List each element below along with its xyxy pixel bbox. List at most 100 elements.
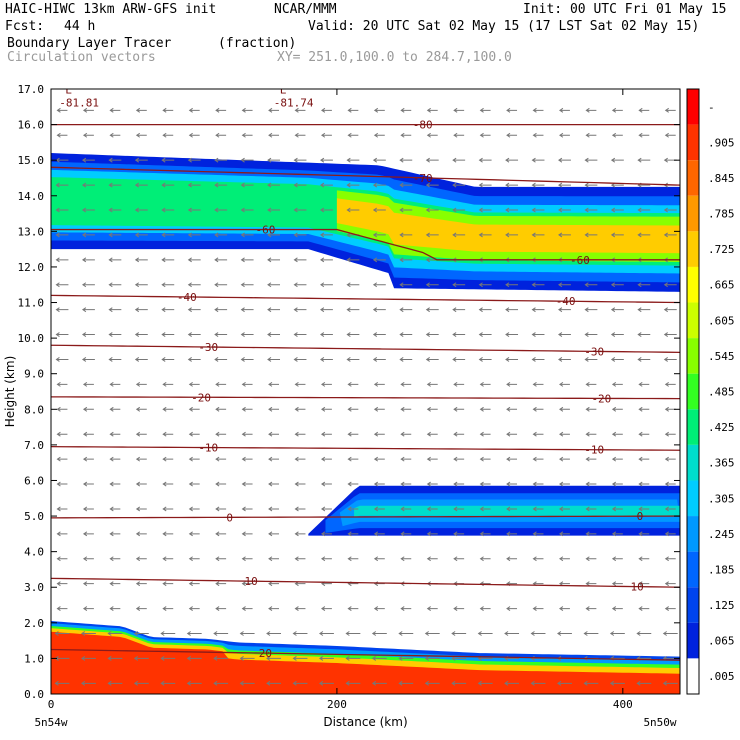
isotherm-line	[51, 294, 680, 304]
circulation-vector	[425, 207, 439, 213]
circulation-vector	[135, 581, 147, 587]
circulation-vector	[532, 606, 544, 612]
circulation-vector	[268, 107, 280, 113]
circulation-vector	[135, 381, 147, 387]
circulation-vector	[451, 680, 467, 686]
circulation-vector	[267, 232, 281, 238]
circulation-vector	[372, 307, 386, 313]
circulation-vector	[610, 282, 624, 288]
circulation-vector	[267, 157, 281, 163]
circulation-vector	[531, 282, 545, 288]
circulation-vector	[56, 132, 68, 138]
circulation-vector	[239, 655, 255, 661]
circulation-vector	[531, 157, 545, 163]
circulation-vector	[373, 456, 385, 462]
circulation-vector	[55, 332, 69, 337]
circulation-vector	[213, 680, 229, 686]
circulation-vector	[347, 481, 359, 487]
isotherm-label: -20	[591, 392, 611, 405]
circulation-vector	[506, 456, 518, 462]
init-time: Init: 00 UTC Fri 01 May 15	[523, 2, 727, 17]
circulation-vector	[214, 182, 228, 188]
circulation-vector	[611, 531, 623, 537]
x-tick-label: 200	[327, 698, 347, 711]
circulation-vector	[479, 107, 491, 113]
circulation-vector	[108, 282, 122, 288]
isotherm-label: 10	[245, 575, 258, 588]
circulation-vector	[162, 381, 174, 387]
circulation-vector	[134, 257, 148, 263]
colorbar-label: .725	[708, 243, 735, 256]
circulation-vector	[506, 606, 518, 612]
circulation-vector	[610, 157, 624, 163]
circulation-vector	[80, 631, 96, 636]
circulation-vector	[453, 506, 465, 512]
circulation-vector	[372, 182, 386, 188]
isotherm-label: -40	[177, 291, 197, 304]
circulation-vector	[82, 531, 94, 537]
y-tick-label: 15.0	[18, 154, 45, 167]
circulation-vector	[663, 307, 677, 313]
circulation-vector	[637, 157, 651, 163]
circulation-vector	[505, 157, 519, 163]
circulation-vector	[320, 182, 333, 188]
circulation-vector	[506, 481, 518, 487]
circulation-vector	[611, 406, 623, 412]
circulation-vector	[425, 232, 439, 238]
circulation-vectors	[54, 107, 678, 686]
circulation-vector	[109, 107, 121, 113]
circulation-vector	[478, 332, 492, 337]
circulation-vector	[532, 506, 544, 512]
circulation-vector	[637, 357, 651, 362]
circulation-vector	[532, 556, 544, 562]
valid-time: Valid: 20 UTC Sat 02 May 15 (17 LST Sat …	[308, 19, 700, 34]
circulation-vector	[559, 506, 570, 512]
circulation-vector	[505, 232, 519, 238]
circulation-vector	[56, 381, 68, 387]
circulation-vector	[505, 332, 519, 337]
colorbar-swatch	[687, 231, 699, 267]
circulation-vector	[453, 431, 465, 437]
circulation-vector	[321, 381, 332, 387]
circulation-vector	[506, 132, 518, 138]
circulation-vector	[161, 282, 175, 288]
circulation-vector	[240, 257, 254, 263]
circulation-vector	[452, 157, 466, 163]
circulation-vector	[213, 655, 229, 661]
circulation-vector	[293, 182, 307, 188]
circulation-vector	[663, 207, 677, 213]
circulation-vector	[240, 357, 254, 362]
circulation-vector	[611, 481, 623, 487]
circulation-vector	[452, 207, 466, 213]
circulation-vector	[162, 107, 174, 113]
circulation-vector	[506, 381, 518, 387]
circulation-vector	[451, 655, 467, 661]
low-value: -81.74	[274, 97, 314, 110]
circulation-vector	[321, 531, 332, 537]
circulation-vector	[108, 232, 122, 238]
circulation-vector	[399, 257, 413, 263]
circulation-vector	[162, 531, 174, 537]
circulation-vector	[162, 431, 174, 437]
circulation-vector	[108, 357, 122, 362]
isotherm-label: -70	[413, 172, 433, 185]
circulation-vector	[215, 406, 227, 412]
circulation-vector	[636, 680, 652, 686]
circulation-vector	[160, 631, 176, 636]
y-tick-label: 4.0	[24, 546, 44, 559]
circulation-vector	[56, 406, 68, 412]
circulation-vector	[506, 406, 518, 412]
plot-area: 20 10 10 0 0 -10 -10 -20 -20 -30 -30 -40 -40 -60 -60 -7…	[51, 89, 680, 694]
colorbar-swatch	[687, 266, 699, 303]
circulation-vector	[133, 680, 149, 686]
colorbar-swatch	[687, 373, 699, 410]
circulation-vector	[134, 307, 148, 313]
low-value: -81.81	[59, 97, 99, 110]
circulation-vector	[506, 556, 518, 562]
circulation-vector	[109, 381, 121, 387]
circulation-vector	[558, 182, 571, 188]
circulation-vector	[187, 207, 201, 213]
circulation-vector	[585, 606, 597, 612]
circulation-vector	[107, 655, 123, 661]
circulation-vector	[321, 406, 332, 412]
